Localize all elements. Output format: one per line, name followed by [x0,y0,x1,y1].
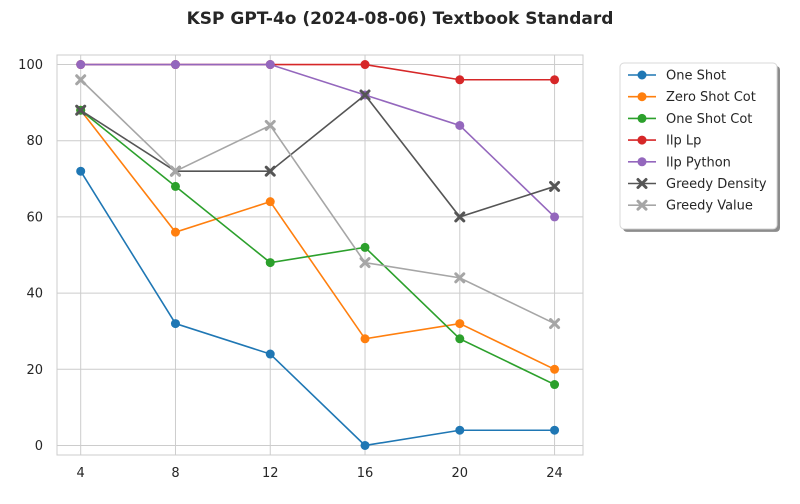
legend-marker [636,199,648,211]
series-line-ilp-python [80,63,556,218]
y-tick-label: 80 [26,134,43,149]
legend-marker [637,135,647,145]
data-point [550,380,560,390]
y-tick-label: 40 [26,287,43,302]
x-tick-label: 20 [452,466,469,481]
data-point [170,60,180,70]
data-point [454,211,466,223]
legend-label: Greedy Value [666,199,753,214]
series-line-zero-shot-cot [80,109,555,371]
data-point [550,425,560,435]
axis-ticks: 4 8 12 16 20 24 0 20 40 60 80 100 [18,58,563,481]
data-point [264,119,276,131]
data-point [455,120,465,130]
series-lines [75,60,561,450]
data-point [170,319,180,329]
data-point [170,181,180,191]
y-tick-label: 100 [18,58,43,73]
legend-item-greedy-value: Greedy Value [628,199,753,214]
x-tick-label: 16 [357,466,374,481]
data-point [550,75,560,85]
data-point [360,334,370,344]
y-tick-label: 60 [26,210,43,225]
data-point [265,349,275,359]
legend-marker [637,113,647,123]
legend-marker [637,70,647,80]
y-tick-label: 20 [26,363,43,378]
legend: One Shot Zero Shot Cot One Shot Cot Ilp Lp I… [619,62,780,232]
series-line-greedy-value [80,79,555,325]
data-point [455,425,465,435]
x-tick-label: 8 [171,466,179,481]
legend-label: Ilp Python [666,155,731,170]
data-point [265,60,275,70]
series-line-greedy-density [80,93,555,218]
data-point [76,166,86,176]
data-point [264,165,276,177]
legend-box [619,62,778,230]
data-point [454,272,466,284]
series-one-shot [76,166,560,450]
x-tick-label: 12 [262,466,279,481]
legend-item-greedy-density: Greedy Density [628,177,767,192]
legend-item-ilp-python: Ilp Python [628,155,731,170]
chart-title: KSP GPT-4o (2024-08-06) Textbook Standar… [187,9,614,29]
data-point [75,104,87,116]
data-point [455,319,465,329]
data-point [75,74,87,86]
series-greedy-value [75,74,561,330]
legend-item-zero-shot-cot: Zero Shot Cot [628,90,756,105]
data-point [550,364,560,374]
legend-marker [637,92,647,102]
data-point [265,197,275,207]
data-point [360,60,370,70]
data-point [360,440,370,450]
legend-marker [637,157,647,167]
legend-item-ilp-lp: Ilp Lp [628,134,701,149]
y-tick-label: 0 [35,439,43,454]
data-point [455,334,465,344]
legend-label: One Shot [666,69,726,84]
legend-label: One Shot Cot [666,112,752,127]
x-tick-label: 4 [77,466,85,481]
legend-label: Greedy Density [666,177,767,192]
data-point [360,242,370,252]
data-point [549,180,561,192]
data-point [170,227,180,237]
legend-label: Ilp Lp [666,134,701,149]
series-line-one-shot [80,170,555,447]
data-point [265,258,275,268]
series-line-one-shot-cot [80,109,555,386]
x-tick-label: 24 [546,466,563,481]
data-point [550,212,560,222]
data-point [455,75,465,85]
legend-marker [636,178,648,189]
legend-item-one-shot: One Shot [628,69,726,84]
data-point [76,60,86,70]
data-point [169,165,181,177]
data-point [359,89,371,101]
data-point [359,257,371,269]
legend-label: Zero Shot Cot [666,90,756,105]
legend-item-one-shot-cot: One Shot Cot [628,112,752,127]
data-point [549,318,561,330]
